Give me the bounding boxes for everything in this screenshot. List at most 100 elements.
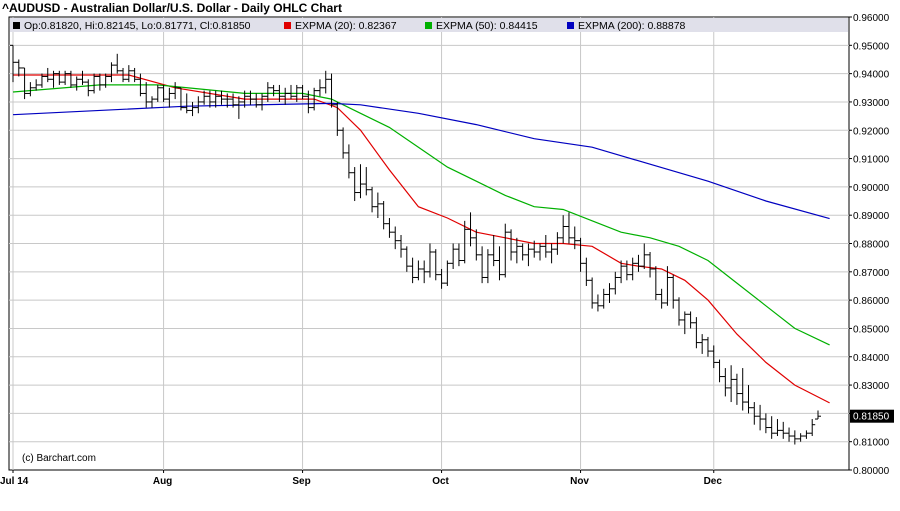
ohlc-bar: [369, 186, 376, 213]
ohlc-bar: [473, 229, 480, 261]
y-tick-label: 0.92000: [853, 126, 890, 137]
ohlc-bar: [710, 345, 717, 369]
ohlc-bar: [328, 73, 335, 108]
ohlc-bar: [618, 260, 625, 284]
ohlc-bar: [583, 257, 590, 286]
ohlc-bar: [641, 243, 648, 269]
ohlc-bar: [154, 84, 161, 102]
ohlc-bar: [172, 82, 179, 100]
ohlc-bar: [195, 96, 202, 114]
ohlc-bar: [50, 70, 57, 88]
ohlc-bar: [120, 67, 127, 83]
ohlc-bar: [519, 243, 526, 261]
ohlc-bar: [311, 87, 318, 111]
ohlc-bar: [415, 260, 422, 281]
y-tick-label: 0.87000: [853, 268, 890, 279]
ohlc-bar: [96, 73, 103, 91]
ema-line-50: [12, 84, 830, 346]
ohlc-bar: [681, 311, 688, 335]
ohlc-bar: [108, 62, 115, 83]
ohlc-bar: [212, 90, 219, 108]
ohlc-bar: [293, 84, 300, 102]
ohlc-bar: [513, 237, 520, 264]
ohlc-bar: [502, 223, 509, 278]
y-tick-label: 0.85000: [853, 324, 890, 335]
ohlc-bar: [230, 93, 237, 108]
x-tick-label: Oct: [432, 476, 449, 487]
ohlc-bar: [398, 235, 405, 258]
ohlc-bar: [531, 240, 538, 258]
ohlc-bar: [635, 254, 642, 272]
ohlc-bar: [253, 93, 260, 108]
copyright-text: (c) Barchart.com: [22, 453, 96, 464]
ohlc-bar: [432, 249, 439, 281]
x-tick-label: Nov: [570, 476, 589, 487]
y-tick-label: 0.91000: [853, 155, 890, 166]
ohlc-bar: [235, 96, 242, 119]
legend-swatch-ema20: [284, 22, 291, 29]
ohlc-bar: [780, 421, 787, 439]
ohlc-bar: [259, 93, 266, 111]
ohlc-bar: [525, 243, 532, 267]
ohlc-bar: [73, 76, 80, 91]
y-axis-ticks: 0.800000.810000.820000.830000.840000.850…: [849, 13, 890, 477]
ohlc-bar: [600, 288, 607, 309]
ohlc-bar: [739, 368, 746, 411]
ohlc-bar: [85, 79, 92, 97]
ohlc-bar: [733, 373, 740, 405]
ohlc-bar: [351, 167, 358, 202]
ohlc-bar: [421, 260, 428, 284]
ohlc-bar: [560, 215, 567, 244]
ohlc-bar: [177, 87, 184, 111]
ohlc-bar: [791, 430, 798, 445]
ohlc-bar: [137, 73, 144, 97]
ohlc-bar: [751, 402, 758, 425]
ohlc-bar: [392, 226, 399, 250]
ohlc-bar: [467, 212, 474, 247]
ohlc-bar: [768, 416, 775, 439]
ohlc-bar: [693, 317, 700, 349]
ohlc-bar: [647, 251, 654, 278]
ohlc-bar: [809, 419, 816, 437]
ohlc-bar: [131, 67, 138, 83]
ohlc-bar: [62, 70, 69, 85]
ohlc-bar: [699, 334, 706, 354]
ohlc-bar: [403, 246, 410, 272]
ohlc-bar: [676, 297, 683, 326]
y-tick-label: 0.86000: [853, 296, 890, 307]
ohlc-bar: [340, 127, 347, 159]
ohlc-bar: [438, 268, 445, 289]
x-tick-label: Dec: [704, 476, 723, 487]
grid-lines: [9, 17, 849, 470]
ohlc-bar: [490, 235, 497, 267]
ohlc-bar: [542, 235, 549, 258]
ohlc-bar: [148, 96, 155, 108]
y-tick-label: 0.96000: [853, 13, 890, 24]
ohlc-bar: [224, 93, 231, 108]
ohlc-bar: [629, 257, 636, 281]
ohlc-bar: [316, 79, 323, 97]
ohlc-bar: [114, 53, 121, 74]
ohlc-bar: [33, 79, 40, 91]
ohlc-bar: [670, 274, 677, 309]
ohlc-bar: [15, 59, 22, 77]
ohlc-bar: [21, 67, 28, 100]
legend-swatch-ema50: [425, 22, 432, 29]
ohlc-bar: [38, 73, 45, 88]
ohlc-bar: [299, 84, 306, 100]
ohlc-bar: [218, 90, 225, 105]
ohlc-bar: [79, 70, 86, 85]
legend-ema50: EXPMA (50): 0.84415: [436, 20, 538, 32]
ohlc-bar: [334, 101, 341, 136]
ohlc-bar: [461, 220, 468, 264]
ohlc-bar: [455, 243, 462, 267]
x-tick-label: Aug: [153, 476, 172, 487]
ohlc-bar: [704, 336, 711, 357]
ohlc-bar: [10, 44, 16, 83]
ohlc-bar: [554, 232, 561, 255]
ohlc-bar: [797, 433, 804, 442]
y-tick-label: 0.93000: [853, 98, 890, 109]
ohlc-bar: [774, 419, 781, 437]
ohlc-bar: [125, 65, 132, 83]
